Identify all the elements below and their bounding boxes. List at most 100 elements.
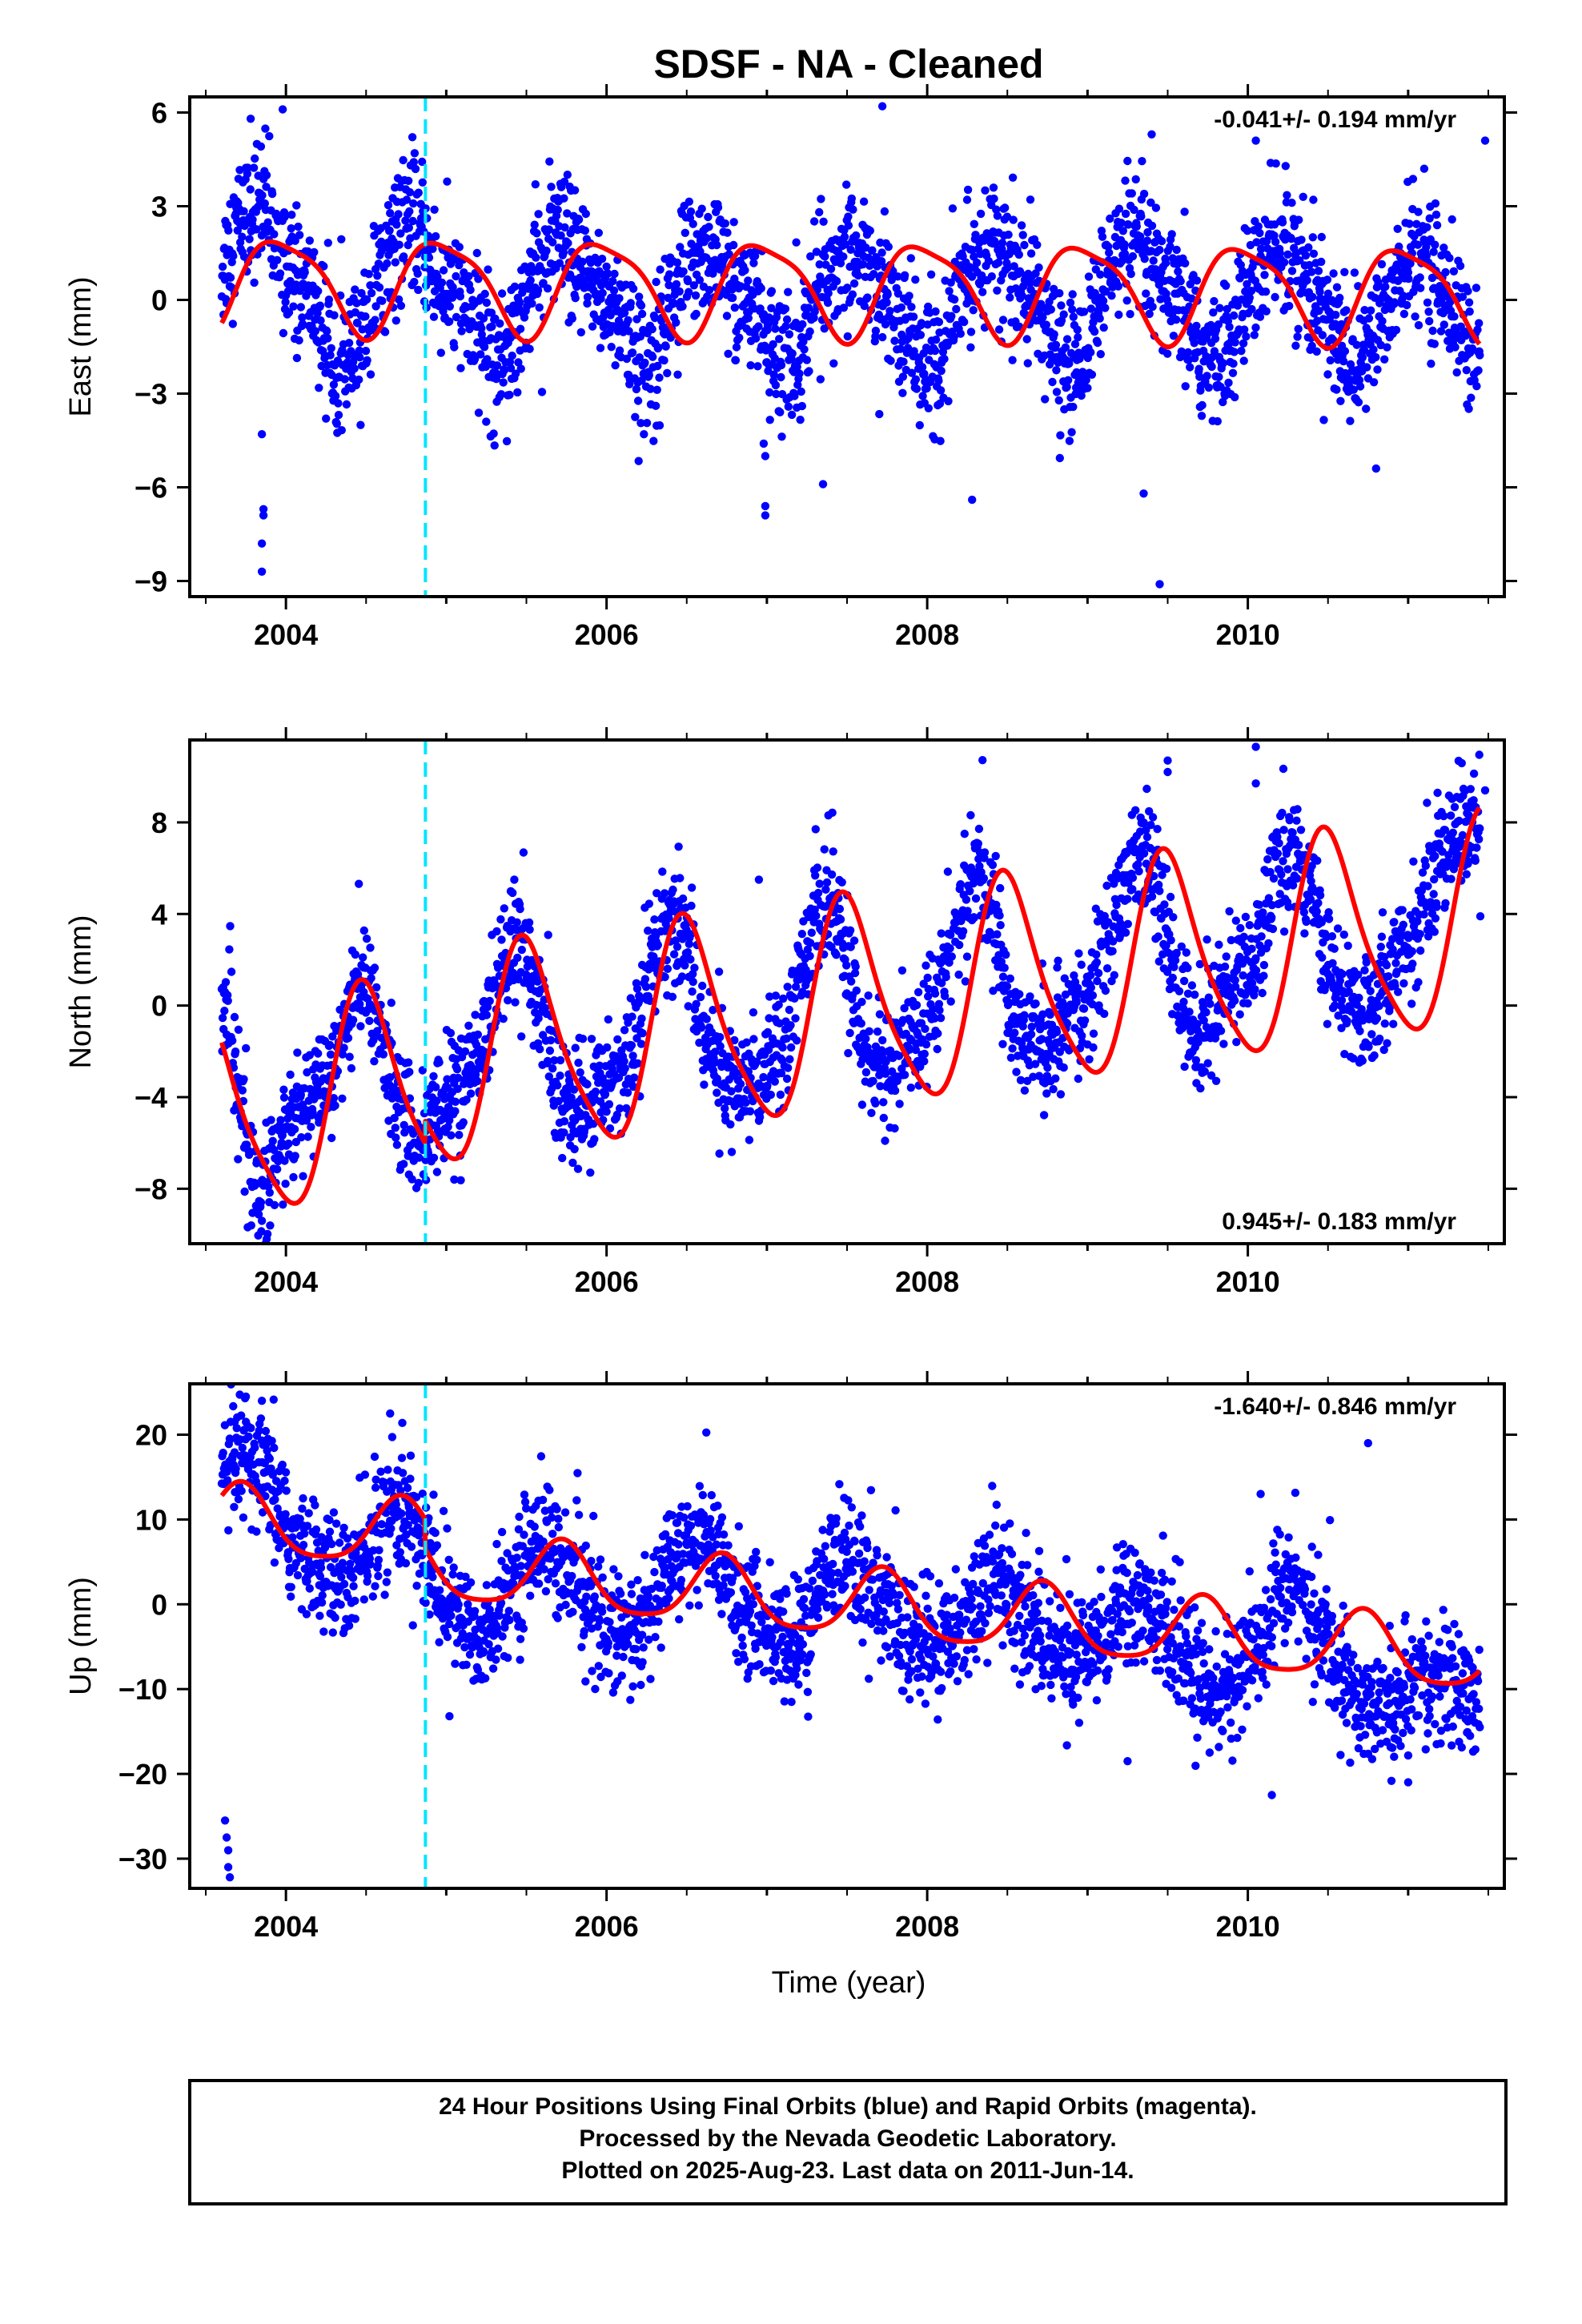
east-point	[1008, 173, 1018, 182]
north-point	[247, 1221, 255, 1230]
east-point	[1231, 392, 1239, 402]
east-point	[1050, 330, 1058, 339]
east-point	[1308, 292, 1317, 301]
east-point	[298, 313, 307, 322]
east-point	[1425, 214, 1434, 223]
east-point	[1246, 240, 1255, 250]
north-point	[445, 1116, 454, 1125]
east-point	[655, 373, 664, 382]
east-point	[1055, 453, 1065, 463]
north-point	[462, 1096, 471, 1104]
north-point	[1195, 959, 1205, 969]
north-point	[1016, 1076, 1026, 1085]
east-point	[1215, 372, 1223, 381]
east-point	[355, 346, 363, 355]
east-point	[1233, 301, 1243, 310]
east-point	[1279, 258, 1289, 267]
east-point	[323, 334, 332, 343]
north-point	[956, 880, 966, 889]
north-point	[1251, 966, 1261, 975]
east-point	[976, 209, 986, 219]
north-point	[444, 1123, 452, 1132]
east-point	[917, 363, 927, 372]
north-point	[1109, 937, 1118, 946]
east-point	[580, 226, 589, 235]
east-point	[1203, 330, 1212, 339]
east-point	[963, 185, 973, 195]
east-point	[1245, 293, 1255, 302]
east-point	[1120, 240, 1129, 249]
east-outlier-point	[259, 505, 268, 513]
north-point	[221, 978, 231, 987]
east-point	[796, 416, 805, 424]
north-point	[266, 1221, 275, 1230]
east-point	[673, 258, 682, 267]
east-point	[1064, 376, 1073, 384]
north-point	[279, 1085, 288, 1094]
north-point	[379, 1050, 388, 1059]
north-point	[231, 1047, 240, 1056]
north-point	[1257, 932, 1266, 941]
east-point	[273, 255, 282, 264]
north-point	[254, 1210, 263, 1219]
east-point	[784, 402, 793, 411]
east-point	[797, 401, 806, 411]
north-point	[223, 996, 232, 1006]
east-point	[1229, 311, 1239, 320]
east-point	[1183, 348, 1193, 357]
east-point	[1086, 304, 1096, 313]
east-point	[993, 211, 1002, 220]
east-point	[893, 289, 903, 298]
east-point	[1051, 340, 1061, 349]
north-point	[1166, 892, 1175, 902]
north-point	[293, 1048, 302, 1057]
east-point	[989, 183, 998, 192]
east-point	[1026, 279, 1034, 287]
east-points	[217, 102, 1490, 589]
north-point	[1128, 873, 1138, 883]
east-point	[1123, 156, 1132, 166]
east-point	[998, 244, 1006, 254]
east-point	[1374, 278, 1383, 287]
north-point	[288, 1088, 298, 1097]
east-point	[319, 262, 328, 271]
north-point	[1092, 950, 1101, 959]
north-point	[849, 936, 859, 945]
east-point	[722, 312, 732, 320]
north-point	[759, 1072, 768, 1082]
east-point	[361, 312, 370, 321]
east-point	[497, 289, 507, 298]
east-point	[882, 298, 891, 307]
east-point	[820, 324, 829, 333]
north-point	[698, 981, 707, 991]
east-point	[1342, 306, 1351, 315]
north-point	[1236, 923, 1245, 933]
north-point	[1092, 958, 1102, 967]
north-point	[736, 1080, 745, 1088]
east-point	[605, 328, 614, 337]
east-point	[1098, 296, 1108, 305]
north-point	[500, 904, 508, 913]
north-point	[777, 1068, 786, 1078]
north-point	[511, 998, 520, 1007]
east-point	[633, 396, 643, 405]
east-point	[817, 195, 825, 203]
north-point	[1255, 941, 1264, 950]
east-point	[615, 346, 624, 355]
east-point	[1247, 304, 1256, 314]
east-point	[771, 380, 781, 390]
east-point	[884, 243, 893, 251]
east-point	[371, 302, 380, 311]
east-point	[1423, 223, 1431, 231]
north-point	[811, 871, 820, 880]
east-point	[1065, 436, 1074, 445]
east-point	[1271, 237, 1280, 247]
east-point	[1210, 347, 1219, 356]
east-outlier-point	[1139, 489, 1148, 498]
east-point	[981, 186, 990, 195]
east-point	[1447, 215, 1456, 224]
north-point	[550, 1055, 559, 1065]
north-point	[879, 1098, 888, 1107]
east-point	[1393, 224, 1402, 233]
east-point	[1383, 343, 1391, 352]
